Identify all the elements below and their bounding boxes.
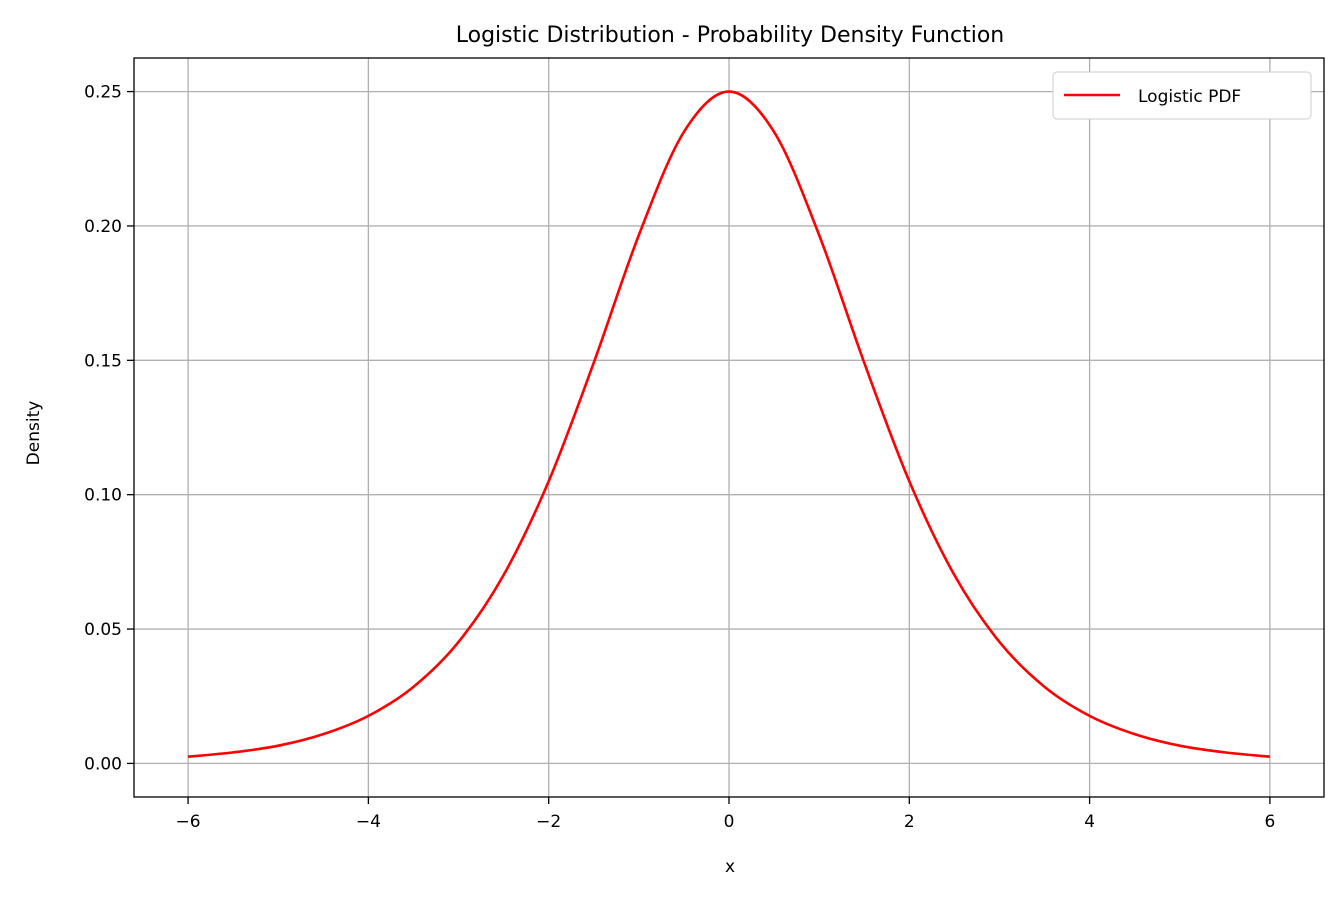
- x-tick-label: 6: [1264, 812, 1275, 832]
- legend: Logistic PDF: [1052, 71, 1312, 120]
- x-tick-label: −6: [176, 812, 201, 832]
- y-axis: 0.00 0.05 0.10 0.15 0.20 0.25: [84, 83, 134, 774]
- y-tick-label: 0.00: [84, 754, 122, 774]
- x-axis-label: x: [725, 857, 735, 877]
- legend-label: Logistic PDF: [1138, 87, 1241, 107]
- x-tick-label: −2: [536, 812, 561, 832]
- y-axis-label: Density: [24, 401, 44, 466]
- y-tick-label: 0.25: [84, 83, 122, 103]
- series-line-logistic-pdf: [187, 90, 1271, 758]
- y-tick-label: 0.15: [84, 351, 122, 371]
- y-tick-label: 0.20: [84, 217, 122, 237]
- chart-title: Logistic Distribution - Probability Dens…: [456, 23, 1004, 48]
- legend-box: [1052, 71, 1312, 120]
- grid: [134, 58, 1324, 797]
- x-tick-label: 0: [724, 812, 735, 832]
- series-layer: [187, 90, 1271, 758]
- x-tick-label: −4: [356, 812, 381, 832]
- x-axis: −6 −4 −2 0 2 4 6: [176, 797, 1275, 832]
- y-tick-label: 0.05: [84, 620, 122, 640]
- x-tick-label: 2: [904, 812, 915, 832]
- y-tick-label: 0.10: [84, 486, 122, 506]
- x-tick-label: 4: [1084, 812, 1095, 832]
